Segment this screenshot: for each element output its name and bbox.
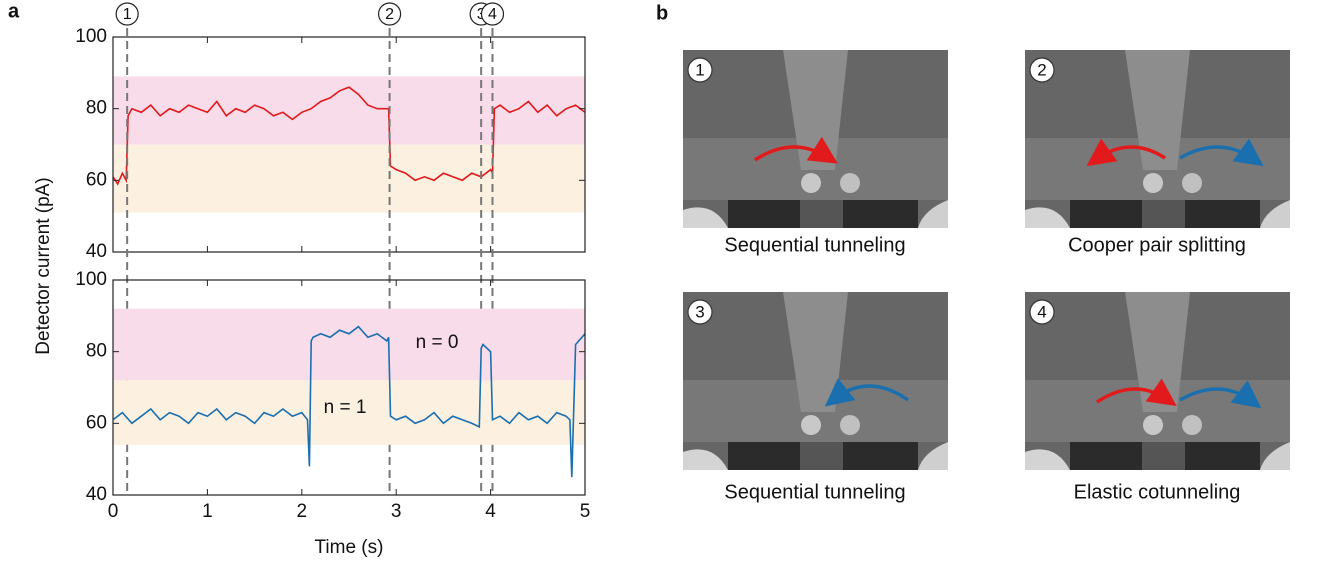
event-marker: [115, 2, 139, 26]
panel-label: b: [656, 2, 668, 24]
sem-image: 1: [682, 49, 949, 229]
x-tick-label: 3: [391, 501, 402, 522]
event-marker: [377, 2, 402, 26]
trace: [112, 325, 586, 478]
band: [113, 308, 585, 381]
image-number: 2: [1037, 60, 1046, 79]
band: [113, 380, 585, 445]
annotation: n = 0: [416, 332, 459, 353]
x-tick-label: 2: [297, 501, 308, 522]
image-number: 4: [1037, 302, 1046, 321]
event-label: 2: [385, 6, 394, 23]
sem-image: 4: [1024, 291, 1291, 471]
y-tick-label: 40: [86, 484, 107, 505]
x-tick-label: 4: [485, 501, 496, 522]
trace: [112, 86, 586, 186]
y-axis-label: Detector current (pA): [33, 177, 54, 354]
y-tick-label: 100: [75, 26, 107, 47]
image-caption: Sequential tunneling: [724, 481, 905, 503]
event-marker: [480, 2, 505, 26]
image-number: 3: [695, 302, 704, 321]
image-number: 1: [695, 60, 704, 79]
event-label: 1: [123, 6, 132, 23]
y-tick-label: 40: [86, 241, 107, 262]
y-tick-label: 80: [86, 341, 107, 362]
x-axis-label: Time (s): [315, 537, 384, 558]
y-tick-label: 80: [86, 98, 107, 119]
annotation: n = 1: [324, 397, 367, 418]
band: [113, 144, 585, 213]
sem-image: 2: [1024, 49, 1291, 229]
y-tick-label: 60: [86, 412, 107, 433]
sem-image: 3: [682, 291, 949, 471]
x-tick-label: 0: [108, 501, 119, 522]
panel-label: a: [8, 0, 20, 22]
y-tick-label: 100: [75, 269, 107, 290]
image-caption: Sequential tunneling: [724, 234, 905, 256]
x-tick-label: 5: [580, 501, 591, 522]
axes-box: [112, 36, 586, 253]
image-caption: Cooper pair splitting: [1068, 234, 1246, 256]
image-caption: Elastic cotunneling: [1074, 481, 1241, 503]
y-tick-label: 60: [86, 169, 107, 190]
event-label: 4: [488, 6, 497, 23]
axes-box: [112, 279, 586, 496]
x-tick-label: 1: [202, 501, 213, 522]
